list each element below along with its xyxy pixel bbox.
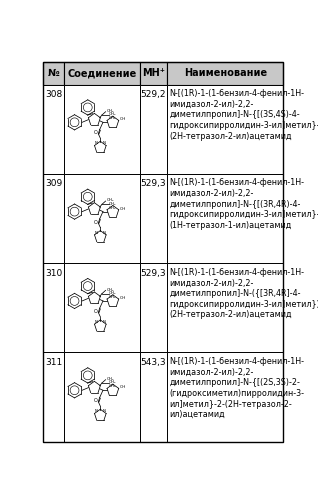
Text: N: N [103,141,106,145]
Bar [64,62,140,84]
Text: N-[(1R)-1-(1-бензил-4-фенил-1Н-: N-[(1R)-1-(1-бензил-4-фенил-1Н- [169,357,304,366]
Text: имидазол-2-ил)-2,2-: имидазол-2-ил)-2,2- [169,100,253,109]
Text: CH₃: CH₃ [109,291,117,295]
Text: MH⁺: MH⁺ [142,68,165,78]
Text: N: N [103,231,106,235]
Text: (2Н-тетразол-2-ил)ацетамид: (2Н-тетразол-2-ил)ацетамид [169,132,292,141]
Text: N: N [95,409,98,413]
Text: 529,3: 529,3 [141,179,166,188]
Text: OH: OH [120,385,126,389]
Text: гидроксипирролидин-3-ил]метил})-2-: гидроксипирролидин-3-ил]метил})-2- [169,300,318,309]
Text: CH₃: CH₃ [106,377,114,381]
Text: диметилпропил]-N-{[(2S,3S)-2-: диметилпропил]-N-{[(2S,3S)-2- [169,378,300,387]
Text: CH₃: CH₃ [106,288,114,292]
Text: O: O [94,220,98,225]
Text: N-[(1R)-1-(1-бензил-4-фенил-1Н-: N-[(1R)-1-(1-бензил-4-фенил-1Н- [169,268,304,277]
Bar [140,84,167,174]
Text: CH₃: CH₃ [108,384,116,388]
Text: N-[(1R)-1-(1-бензил-4-фенил-1Н-: N-[(1R)-1-(1-бензил-4-фенил-1Н- [169,89,304,98]
Text: диметилпропил]-N-{[(3S,4S)-4-: диметилпропил]-N-{[(3S,4S)-4- [169,110,300,119]
Bar [140,263,167,352]
Text: имидазол-2-ил)-2,2-: имидазол-2-ил)-2,2- [169,368,253,377]
Text: (гидроксиметил)пирролидин-3-: (гидроксиметил)пирролидин-3- [169,389,304,398]
Bar [140,174,167,263]
Text: 543,3: 543,3 [141,358,166,367]
Text: N: N [103,320,106,324]
Bar [167,352,283,442]
Text: имидазол-2-ил)-2,2-: имидазол-2-ил)-2,2- [169,278,253,287]
Text: O: O [94,130,98,135]
Text: имидазол-2-ил)-2,2-: имидазол-2-ил)-2,2- [169,189,253,198]
Bar [64,352,140,442]
Text: 529,3: 529,3 [141,268,166,277]
Text: N: N [103,409,106,413]
Text: диметилпропил]-N-({[3R,4R]-4-: диметилпропил]-N-({[3R,4R]-4- [169,289,301,298]
Bar [64,84,140,174]
Bar [43,352,64,442]
Text: OH: OH [120,296,126,300]
Text: CH₃: CH₃ [109,202,117,206]
Text: 309: 309 [45,179,62,188]
Text: N-[(1R)-1-(1-бензил-4-фенил-1Н-: N-[(1R)-1-(1-бензил-4-фенил-1Н- [169,179,304,188]
Bar [140,352,167,442]
Text: ил]метил}-2-(2Н-тетразол-2-: ил]метил}-2-(2Н-тетразол-2- [169,400,292,409]
Bar [167,84,283,174]
Text: №: № [48,68,59,78]
Text: (2Н-тетразол-2-ил)ацетамид: (2Н-тетразол-2-ил)ацетамид [169,310,292,319]
Text: гидроксипирролидин-3-ил]метил}-2-: гидроксипирролидин-3-ил]метил}-2- [169,121,318,130]
Text: гидроксипирролидин-3-ил]метил}-2-: гидроксипирролидин-3-ил]метил}-2- [169,211,318,220]
Text: OH: OH [120,207,126,211]
Text: O: O [94,309,98,314]
Text: CH₃: CH₃ [106,199,114,203]
Bar [167,263,283,352]
Text: ил)ацетамид: ил)ацетамид [169,410,225,419]
Text: 529,2: 529,2 [141,90,166,99]
Text: CH₃: CH₃ [108,116,116,120]
Text: диметилпропил]-N-{[(3R,4R)-4-: диметилпропил]-N-{[(3R,4R)-4- [169,200,301,209]
Bar [43,84,64,174]
Text: Соединение: Соединение [67,68,136,78]
Text: 310: 310 [45,268,62,277]
Text: CH₃: CH₃ [109,112,117,116]
Bar [167,174,283,263]
Bar [43,62,64,84]
Text: Наименование: Наименование [183,68,267,78]
Text: N: N [95,320,98,324]
Bar [43,263,64,352]
Text: CH₃: CH₃ [108,295,116,299]
Bar [140,62,167,84]
Bar [64,263,140,352]
Text: CH₃: CH₃ [109,380,117,384]
Text: 311: 311 [45,358,62,367]
Text: CH₃: CH₃ [108,206,116,210]
Text: O: O [94,398,98,403]
Text: N: N [95,141,98,145]
Text: N: N [95,231,98,235]
Text: OH: OH [120,117,126,121]
Text: 308: 308 [45,90,62,99]
Text: (1Н-тетразол-1-ил)ацетамид: (1Н-тетразол-1-ил)ацетамид [169,221,292,230]
Bar [167,62,283,84]
Bar [64,174,140,263]
Text: CH₃: CH₃ [106,109,114,113]
Bar [43,174,64,263]
